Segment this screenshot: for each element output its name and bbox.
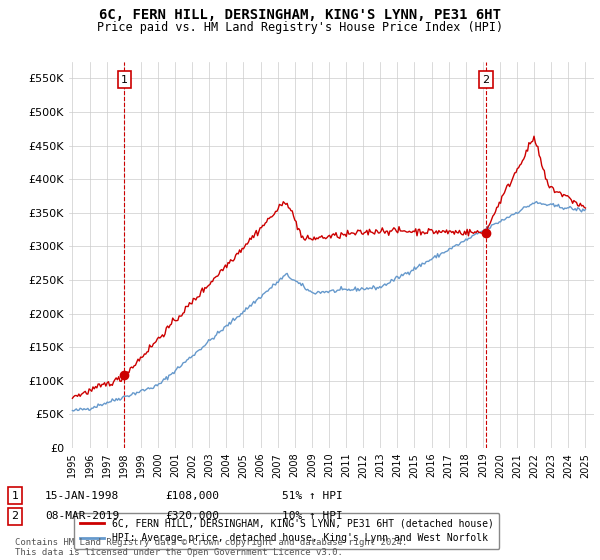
Text: 1: 1 [121, 74, 128, 85]
Legend: 6C, FERN HILL, DERSINGHAM, KING'S LYNN, PE31 6HT (detached house), HPI: Average : 6C, FERN HILL, DERSINGHAM, KING'S LYNN, … [74, 513, 499, 549]
Text: 6C, FERN HILL, DERSINGHAM, KING'S LYNN, PE31 6HT: 6C, FERN HILL, DERSINGHAM, KING'S LYNN, … [99, 8, 501, 22]
Text: Price paid vs. HM Land Registry's House Price Index (HPI): Price paid vs. HM Land Registry's House … [97, 21, 503, 34]
Text: 2: 2 [11, 511, 19, 521]
Text: 10% ↑ HPI: 10% ↑ HPI [282, 511, 343, 521]
Text: 2: 2 [482, 74, 490, 85]
Text: 15-JAN-1998: 15-JAN-1998 [45, 491, 119, 501]
Text: 51% ↑ HPI: 51% ↑ HPI [282, 491, 343, 501]
Text: 1: 1 [11, 491, 19, 501]
Text: 08-MAR-2019: 08-MAR-2019 [45, 511, 119, 521]
Text: £320,000: £320,000 [165, 511, 219, 521]
Text: £108,000: £108,000 [165, 491, 219, 501]
Text: Contains HM Land Registry data © Crown copyright and database right 2024.
This d: Contains HM Land Registry data © Crown c… [15, 538, 407, 557]
